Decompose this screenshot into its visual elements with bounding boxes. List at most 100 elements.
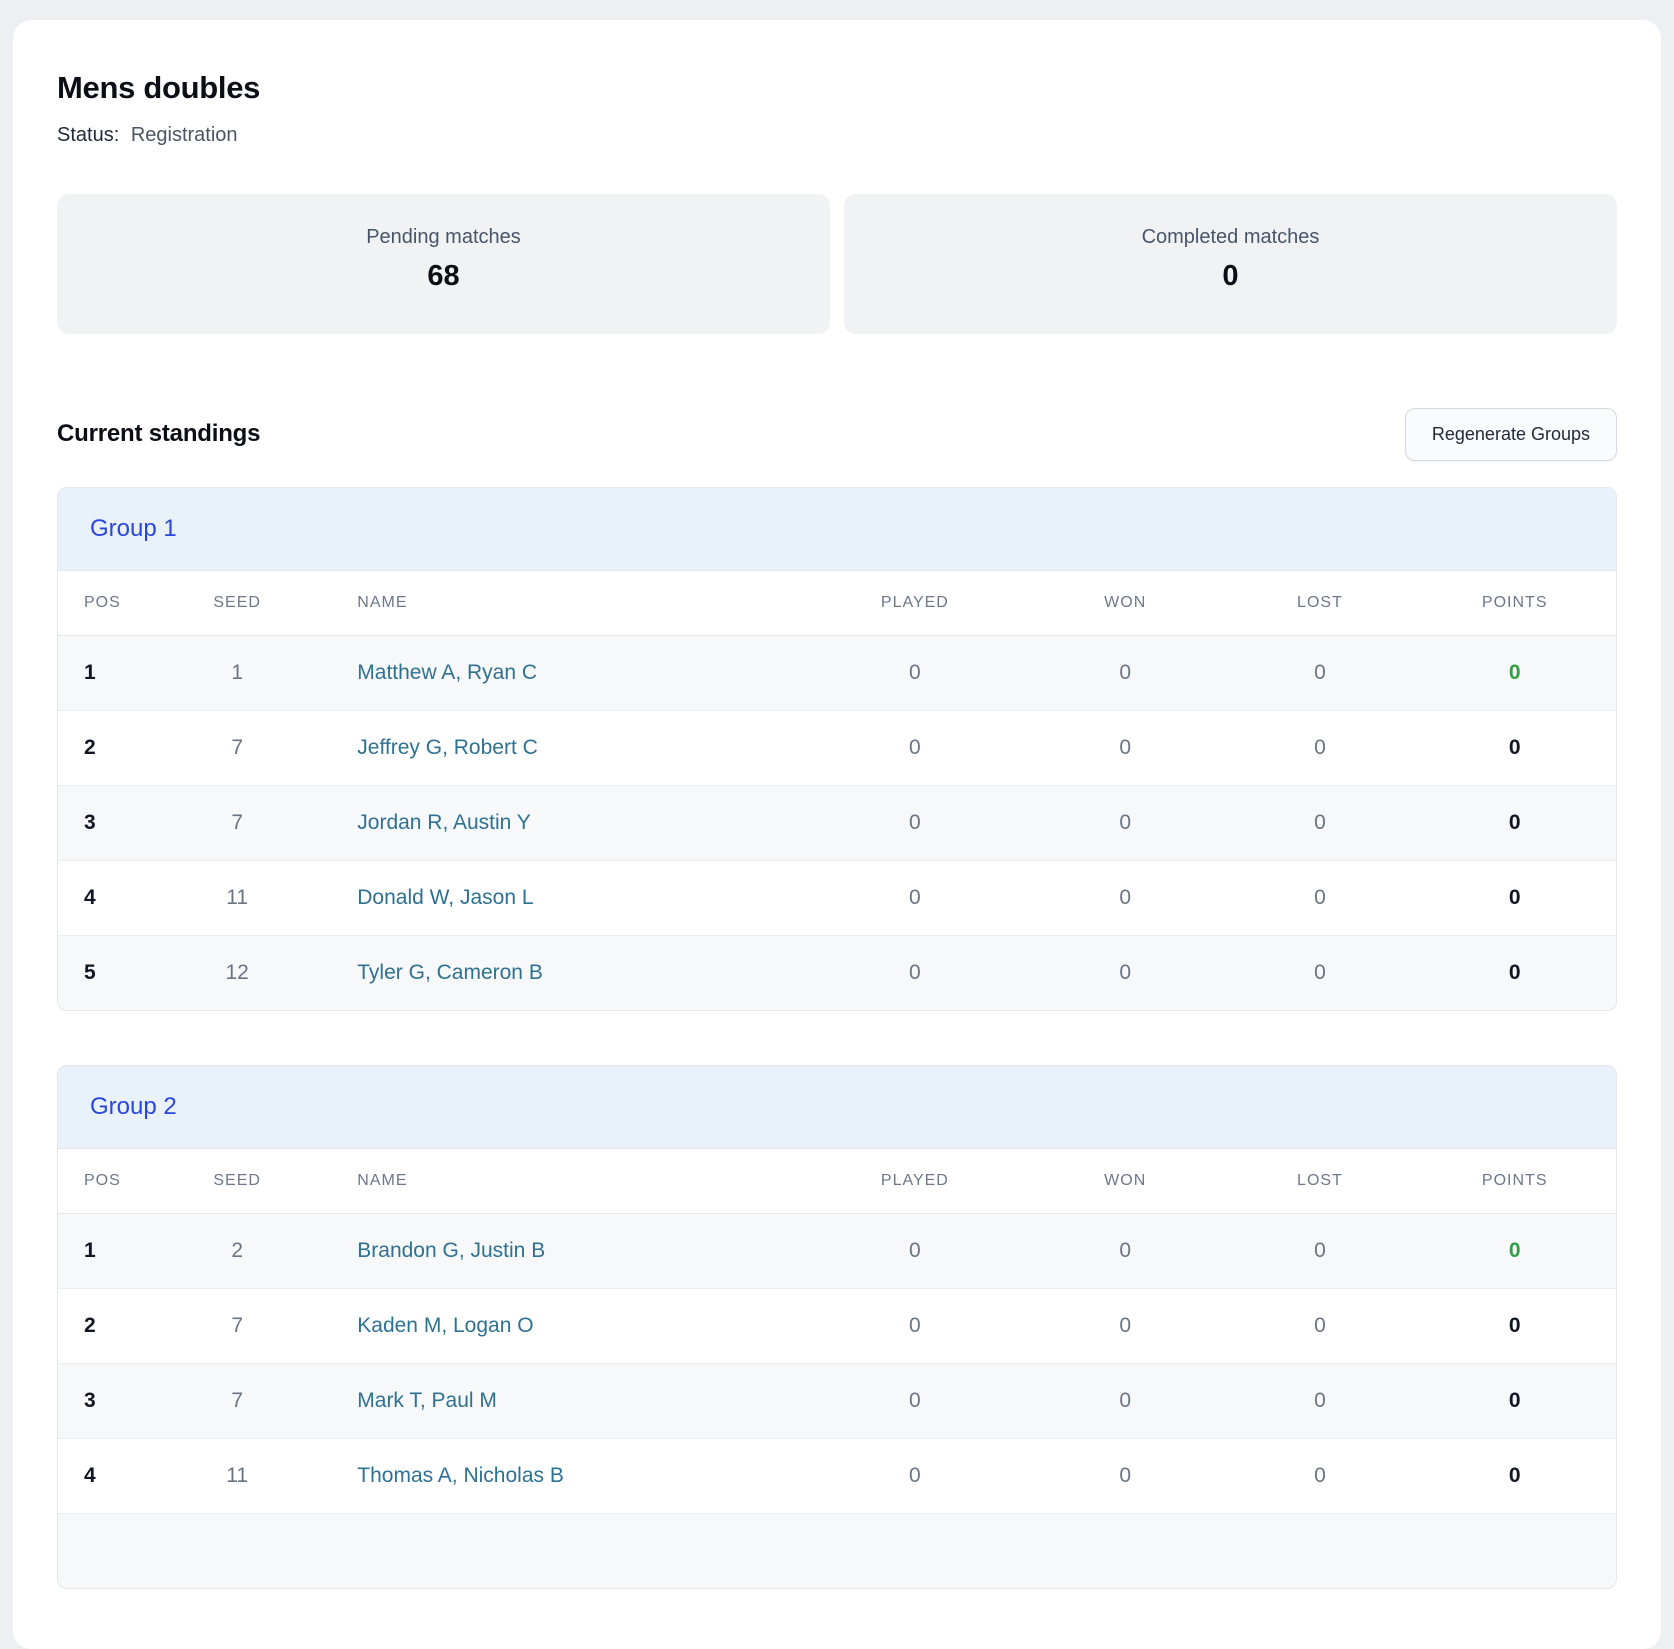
column-header-won: WON: [1023, 1148, 1227, 1214]
table-row: 1 2 Brandon G, Justin B 0 0 0 0: [58, 1213, 1616, 1289]
column-header-lost: LOST: [1226, 1148, 1414, 1214]
cell-won: 0: [1119, 1239, 1132, 1262]
cell-points: 0: [1413, 860, 1616, 936]
standings-table: POS SEED NAME PLAYED WON LOST POINTS 1 2 Brandon…: [58, 1148, 1616, 1588]
column-header-name: NAME: [307, 1148, 806, 1214]
cell-pos: 3: [58, 1363, 168, 1439]
cell-name: Jeffrey G, Robert C: [307, 710, 806, 786]
status-badge: Registration: [130, 124, 238, 146]
team-name-link[interactable]: Tyler G, Cameron B: [357, 961, 543, 984]
cell-points: 0: [1413, 1288, 1616, 1364]
team-name-link[interactable]: Mark T, Paul M: [357, 1389, 497, 1412]
group-title[interactable]: Group 1: [90, 515, 177, 542]
cell-pos: 4: [58, 1438, 168, 1514]
cell-seed: 7: [167, 785, 308, 861]
cell-lost: 0: [1226, 785, 1414, 861]
cell-pos: 2: [58, 710, 168, 786]
group-header: Group 1: [58, 488, 1616, 570]
cell-seed: 1: [231, 661, 243, 684]
cell-seed: 7: [167, 1363, 308, 1439]
cell-played: 0: [805, 935, 1024, 1010]
cell-played: 0: [805, 1363, 1024, 1439]
stat-label: Completed matches: [1141, 226, 1320, 248]
cell-pos: 1: [84, 661, 96, 684]
table-row-partial: [58, 1513, 1616, 1588]
cell-seed: 11: [167, 860, 308, 936]
cell-points: 0: [1413, 1363, 1616, 1439]
group-header: Group 2: [58, 1066, 1616, 1148]
group-panel: Group 2 POS SEED NAME PLAYED WON LOST POINTS 1…: [57, 1065, 1617, 1589]
cell-points: 0: [1508, 1239, 1521, 1262]
cell-played: 0: [805, 785, 1024, 861]
cell-won: 0: [1119, 661, 1132, 684]
team-name-link[interactable]: Jeffrey G, Robert C: [357, 736, 538, 759]
cell-played: 0: [805, 710, 1024, 786]
cell-name: Tyler G, Cameron B: [307, 935, 806, 1010]
table-header-row: POS SEED NAME PLAYED WON LOST POINTS: [58, 1148, 1616, 1214]
cell-won: 0: [1023, 1363, 1227, 1439]
team-name-link[interactable]: Jordan R, Austin Y: [357, 811, 531, 834]
group-title[interactable]: Group 2: [90, 1093, 177, 1120]
team-name-link[interactable]: Matthew A, Ryan C: [357, 661, 538, 684]
team-name-link[interactable]: Brandon G, Justin B: [357, 1239, 546, 1262]
cell-name: Brandon G, Justin B: [307, 1214, 806, 1289]
cell-lost: 0: [1314, 1239, 1326, 1262]
column-header-name: NAME: [307, 570, 806, 636]
column-header-won: WON: [1023, 570, 1227, 636]
cell-pos: 3: [58, 785, 168, 861]
column-header-played: PLAYED: [805, 1148, 1024, 1214]
cell-points: 0: [1413, 1438, 1616, 1514]
cell-lost: 0: [1226, 1288, 1414, 1364]
team-name-link[interactable]: Kaden M, Logan O: [357, 1314, 534, 1337]
page-title: Mens doubles: [57, 70, 261, 105]
column-header-seed: SEED: [167, 570, 308, 636]
table-body: 1 2 Brandon G, Justin B 0 0 0 0 2 7 Kaden M, Loga…: [58, 1213, 1616, 1588]
team-name-link[interactable]: Donald W, Jason L: [357, 886, 534, 909]
cell-points: 0: [1413, 785, 1616, 861]
column-header-points: POINTS: [1413, 1148, 1616, 1214]
cell-name: Donald W, Jason L: [307, 860, 806, 936]
cell-played: 0: [805, 1438, 1024, 1514]
cell-lost: 0: [1226, 860, 1414, 936]
cell-pos: 5: [58, 935, 168, 1010]
team-name-link[interactable]: Thomas A, Nicholas B: [357, 1464, 564, 1487]
cell-won: 0: [1023, 935, 1227, 1010]
cell-seed: 2: [231, 1239, 243, 1262]
cell-pos: 2: [58, 1288, 168, 1364]
column-header-pos: POS: [58, 1148, 168, 1214]
cell-points: 0: [1508, 661, 1521, 684]
cell-won: 0: [1023, 710, 1227, 786]
column-header-points: POINTS: [1413, 570, 1616, 636]
standings-table: POS SEED NAME PLAYED WON LOST POINTS 1 1 Matthew…: [58, 570, 1616, 1010]
status-line: Status: Registration: [57, 122, 1617, 148]
column-header-lost: LOST: [1226, 570, 1414, 636]
cell-won: 0: [1023, 860, 1227, 936]
cell-lost: 0: [1226, 1363, 1414, 1439]
cell-name: Matthew A, Ryan C: [307, 636, 806, 711]
cell-won: 0: [1023, 1438, 1227, 1514]
status-label: Status:: [57, 124, 120, 146]
cell-name: Kaden M, Logan O: [307, 1288, 806, 1364]
table-body: 1 1 Matthew A, Ryan C 0 0 0 0 2 7 Jeffrey G, Robe…: [58, 635, 1616, 1010]
table-row: 1 1 Matthew A, Ryan C 0 0 0 0: [58, 635, 1616, 711]
cell-lost: 0: [1226, 710, 1414, 786]
cell-won: 0: [1023, 1288, 1227, 1364]
regenerate-groups-button[interactable]: Regenerate Groups: [1404, 407, 1617, 461]
cell-name: Thomas A, Nicholas B: [307, 1438, 806, 1514]
cell-lost: 0: [1314, 661, 1326, 684]
standings-heading: Current standings: [57, 420, 261, 447]
cell-played: 0: [909, 1239, 921, 1262]
cell-pos: 4: [58, 860, 168, 936]
cell-points: 0: [1413, 710, 1616, 786]
stats-row: Pending matches 68 Completed matches 0: [57, 194, 1617, 334]
table-header-row: POS SEED NAME PLAYED WON LOST POINTS: [58, 570, 1616, 636]
cell-pos: 1: [84, 1239, 96, 1262]
cell-name: Jordan R, Austin Y: [307, 785, 806, 861]
cell-seed: 11: [167, 1438, 308, 1514]
